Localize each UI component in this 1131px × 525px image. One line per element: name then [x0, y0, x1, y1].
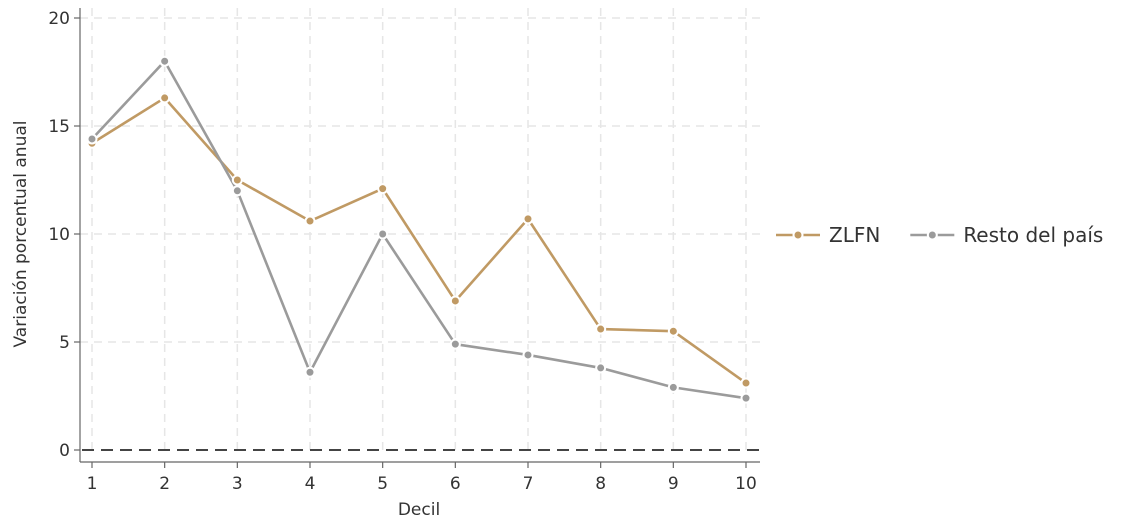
- x-tick-label: 3: [232, 474, 243, 494]
- data-point: [449, 295, 461, 307]
- y-tick-label: 10: [48, 225, 70, 245]
- x-tick-label: 5: [377, 474, 388, 494]
- legend-swatch-marker: [926, 229, 938, 241]
- y-tick-label: 15: [48, 117, 70, 137]
- data-point: [449, 338, 461, 350]
- data-point: [231, 174, 243, 186]
- legend-label: ZLFN: [829, 223, 880, 247]
- x-tick-label: 7: [523, 474, 534, 494]
- data-point: [159, 92, 171, 104]
- series: [86, 55, 752, 404]
- data-point: [667, 381, 679, 393]
- legend-swatch-marker: [792, 229, 804, 241]
- x-tick-label: 1: [87, 474, 98, 494]
- data-point: [522, 213, 534, 225]
- y-tick-label: 5: [59, 333, 70, 353]
- x-tick-label: 2: [159, 474, 170, 494]
- data-point: [740, 392, 752, 404]
- x-tick-label: 4: [305, 474, 316, 494]
- x-tick-label: 8: [595, 474, 606, 494]
- data-point: [377, 183, 389, 195]
- data-point: [304, 366, 316, 378]
- y-tick-label: 20: [48, 9, 70, 29]
- x-axis-title: Decil: [398, 500, 440, 520]
- y-axis-title: Variación porcentual anual: [11, 121, 31, 348]
- grid: [80, 8, 760, 456]
- data-point: [159, 55, 171, 67]
- axes: 0 5 10 15 20 1 2 3 4 5 6 7 8 9 10: [48, 8, 760, 494]
- data-point: [86, 133, 98, 145]
- legend: ZLFN Resto del país: [776, 223, 1103, 247]
- y-tick-label: 0: [59, 441, 70, 461]
- series-line-2: [91, 59, 747, 400]
- data-point: [522, 349, 534, 361]
- x-tick-label: 10: [735, 474, 757, 494]
- data-point: [231, 185, 243, 197]
- axis-labels: Decil Variación porcentual anual: [11, 121, 440, 521]
- series-line-1: [91, 96, 747, 385]
- data-point: [740, 377, 752, 389]
- data-point: [667, 325, 679, 337]
- legend-label: Resto del país: [963, 223, 1103, 247]
- x-tick-label: 9: [668, 474, 679, 494]
- data-point: [595, 362, 607, 374]
- x-tick-label: 6: [450, 474, 461, 494]
- data-point: [595, 323, 607, 335]
- data-point: [304, 215, 316, 227]
- data-point: [377, 228, 389, 240]
